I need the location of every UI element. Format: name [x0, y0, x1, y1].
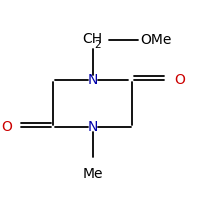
Text: Me: Me — [83, 167, 103, 181]
Text: 2: 2 — [94, 40, 100, 50]
Text: N: N — [88, 73, 98, 87]
Text: OMe: OMe — [140, 33, 171, 47]
Text: CH: CH — [83, 32, 103, 46]
Text: O: O — [174, 73, 185, 87]
Text: O: O — [1, 120, 12, 134]
Text: N: N — [88, 120, 98, 134]
